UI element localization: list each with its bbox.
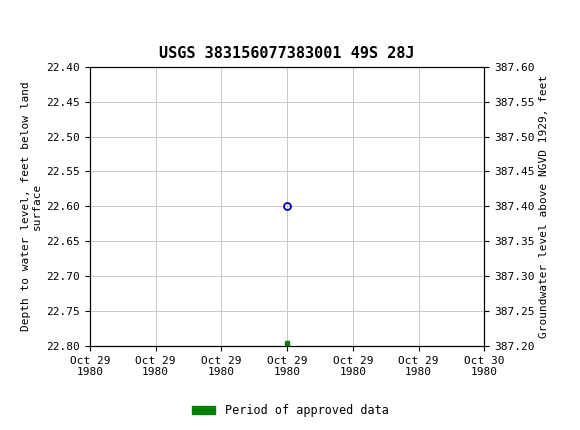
Text: USGS: USGS: [32, 11, 92, 30]
Text: ≋: ≋: [6, 12, 21, 29]
Y-axis label: Depth to water level, feet below land
surface: Depth to water level, feet below land su…: [21, 82, 42, 331]
Y-axis label: Groundwater level above NGVD 1929, feet: Groundwater level above NGVD 1929, feet: [539, 75, 549, 338]
Legend: Period of approved data: Period of approved data: [187, 399, 393, 422]
Title: USGS 383156077383001 49S 28J: USGS 383156077383001 49S 28J: [160, 46, 415, 61]
